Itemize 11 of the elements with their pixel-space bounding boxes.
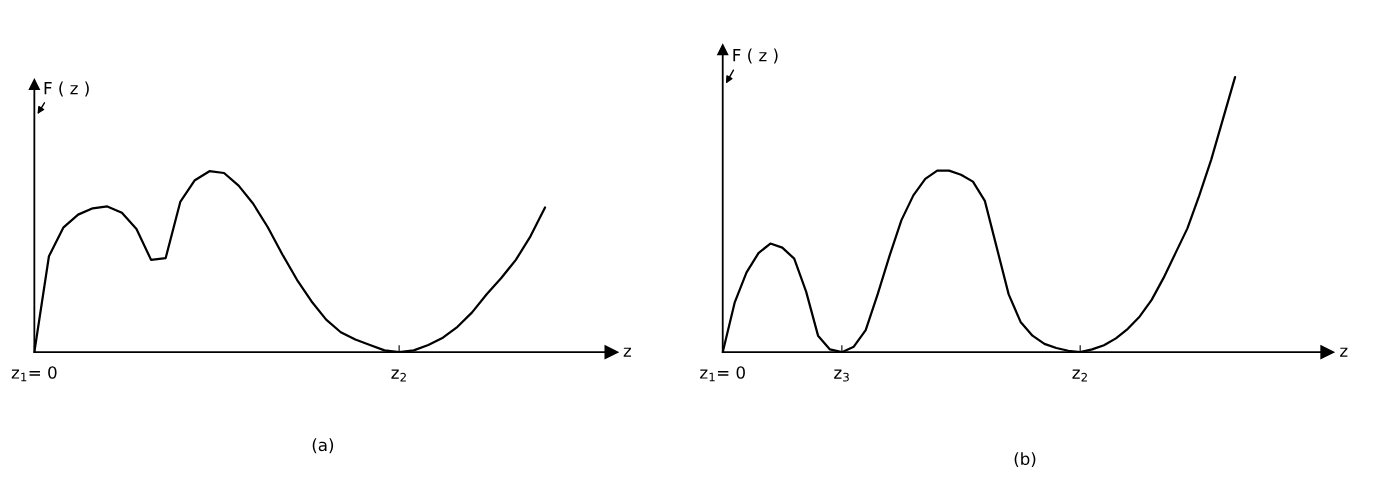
x-tick-label: z$_{1}$= 0 <box>700 366 745 382</box>
x-axis-title: z <box>623 347 631 357</box>
x-axis-title: z <box>1340 347 1348 357</box>
x-tick-label: z$_{1}$= 0 <box>11 366 57 382</box>
y-axis-title: F ( z ) <box>44 81 89 97</box>
x-tick-label: z$_{2}$ <box>391 369 406 382</box>
y-axis-title: F ( z ) <box>733 48 778 64</box>
x-tick-label: z$_{3}$ <box>834 369 849 382</box>
text: (a) <box>312 438 334 454</box>
x-tick-label: z$_{2}$ <box>1072 369 1087 382</box>
text: (b) <box>1014 452 1036 468</box>
